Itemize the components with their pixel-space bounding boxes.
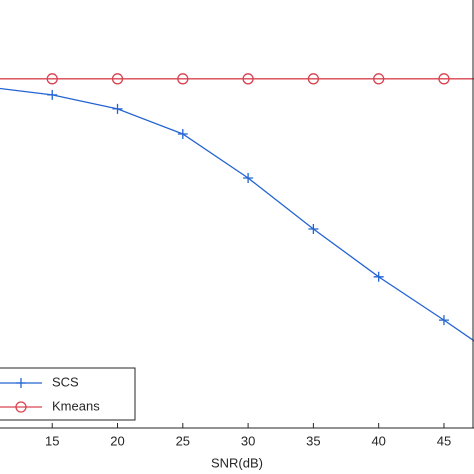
x-tick-label: 35 (306, 433, 320, 448)
marker (47, 89, 58, 100)
x-tick-label: 20 (110, 433, 124, 448)
marker (308, 223, 319, 234)
x-tick-label: 25 (176, 433, 190, 448)
marker (373, 73, 385, 85)
x-tick-label: 45 (437, 433, 451, 448)
marker (373, 271, 384, 282)
marker (46, 73, 58, 85)
x-tick-label: 30 (241, 433, 255, 448)
marker (307, 73, 320, 85)
legend-label: Kmeans (52, 398, 100, 413)
marker (438, 315, 449, 326)
marker (242, 73, 254, 85)
marker (111, 73, 124, 85)
marker (112, 103, 123, 114)
legend-label: SCS (52, 374, 79, 389)
marker (177, 129, 188, 140)
x-tick-label: 15 (45, 433, 59, 448)
plot-area (0, 73, 474, 342)
marker (243, 172, 254, 183)
x-axis-label: SNR(dB) (211, 455, 263, 470)
legend-marker (16, 378, 26, 388)
legend-marker (15, 401, 27, 413)
x-tick-label: 40 (371, 433, 385, 448)
marker (438, 73, 450, 85)
legend: SCS Kmeans (0, 367, 136, 421)
marker (177, 73, 189, 85)
